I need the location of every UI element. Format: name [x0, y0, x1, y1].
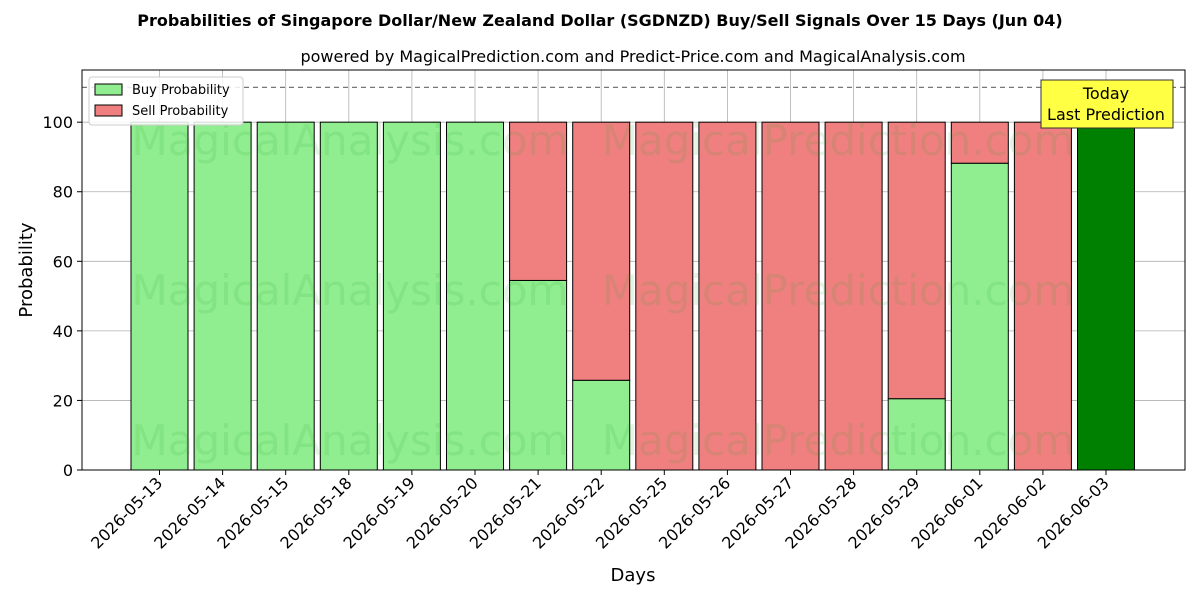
x-axis: 2026-05-132026-05-142026-05-152026-05-18… [87, 470, 1113, 553]
watermark-text: MagicalPrediction.com [602, 416, 1075, 465]
chart-title: Probabilities of Singapore Dollar/New Ze… [137, 11, 1062, 30]
x-axis-label: Days [611, 565, 656, 586]
y-axis-label: Probability [16, 222, 37, 317]
legend-swatch [94, 104, 123, 117]
y-tick-label: 60 [53, 252, 73, 271]
watermark-text: MagicalPrediction.com [602, 266, 1075, 315]
buy-bar [950, 162, 1009, 471]
sell-bar [1013, 121, 1072, 471]
annotation-text: Last Prediction [1047, 105, 1165, 124]
buy-bar [887, 398, 946, 471]
legend-label: Sell Probability [132, 104, 229, 119]
legend-label: Buy Probability [132, 83, 230, 98]
annotation-text: Today [1082, 84, 1129, 103]
buy-bar [382, 121, 441, 471]
y-tick-label: 0 [63, 461, 73, 480]
chart-subtitle: powered by MagicalPrediction.com and Pre… [300, 47, 965, 66]
y-axis: 0 20 40 60 80 100 [42, 113, 82, 480]
bars-layer [130, 121, 1135, 471]
legend-swatch [94, 83, 123, 96]
watermark-text: MagicalPrediction.com [602, 116, 1075, 165]
sell-bar [635, 121, 694, 471]
annotation-box [1040, 79, 1174, 129]
watermark-text: MagicalAnalysis.com [132, 416, 569, 465]
legend: Buy Probability Sell Probability [88, 76, 244, 126]
buy-bar [446, 121, 504, 471]
plot-area: MagicalAnalysis.com MagicalPrediction.com… [81, 69, 1186, 471]
buy-bar [319, 121, 378, 471]
buy-bar [509, 279, 568, 471]
sell-bar [824, 121, 883, 471]
legend-box [88, 76, 244, 126]
y-tick-label: 20 [53, 391, 73, 410]
plot-frame [81, 69, 1186, 471]
watermark-text: MagicalAnalysis.com [132, 266, 569, 315]
buy-bar [572, 379, 631, 471]
y-tick-label: 100 [42, 113, 73, 132]
sell-bar [761, 121, 820, 471]
sell-bar [572, 121, 631, 381]
sell-bar [509, 121, 568, 281]
today-annotation: Today Last Prediction [1040, 79, 1174, 129]
buy-bar [1077, 121, 1135, 471]
sell-bar [887, 121, 946, 400]
y-tick-label: 40 [53, 322, 73, 341]
sell-bar [950, 121, 1009, 164]
y-tick-label: 80 [53, 183, 73, 202]
